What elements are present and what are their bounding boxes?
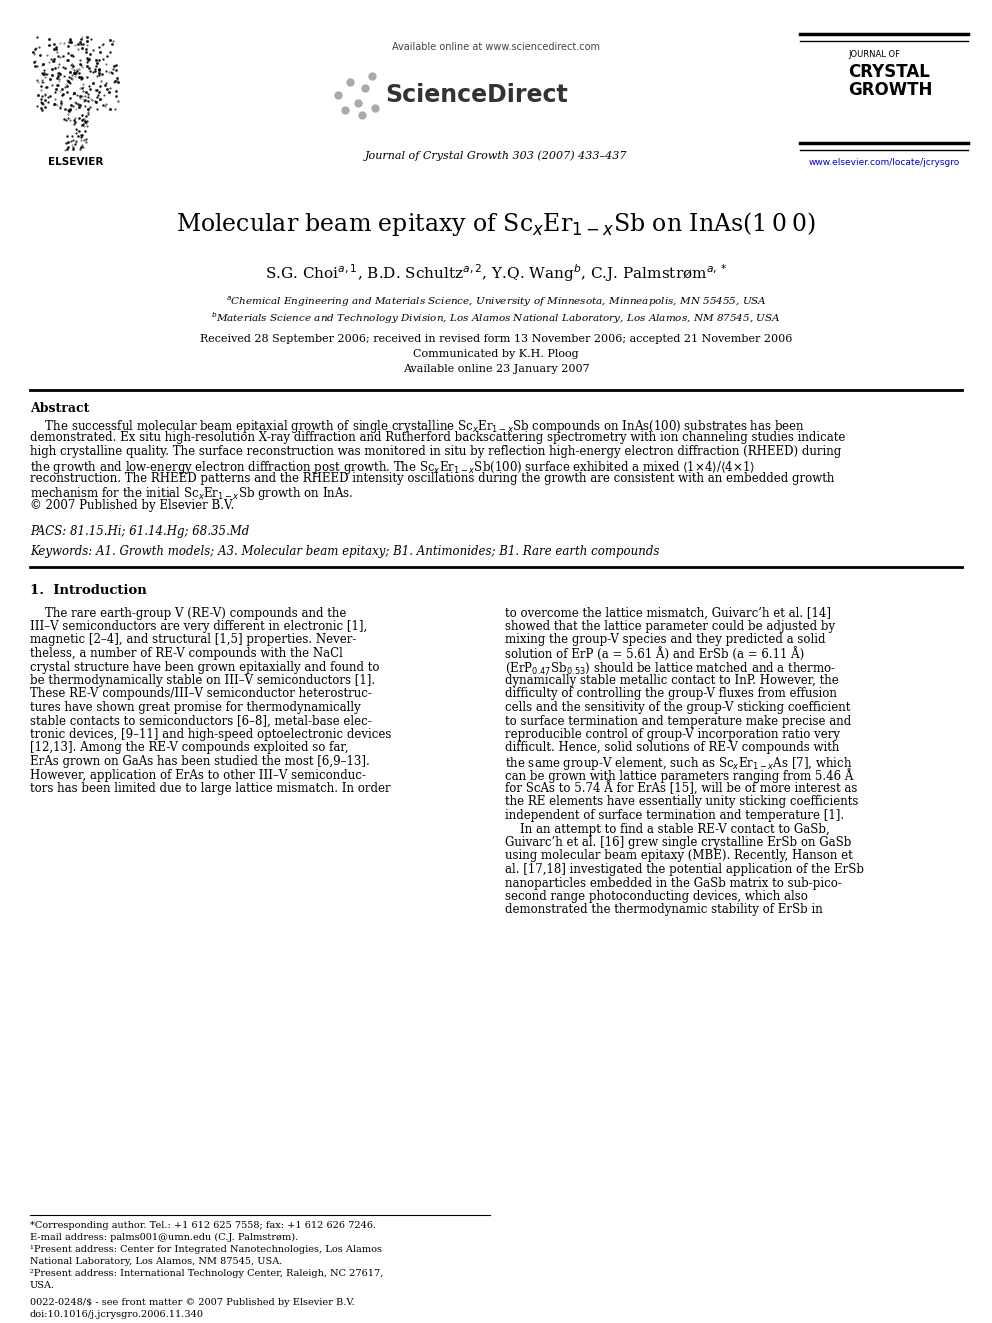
Text: crystal structure have been grown epitaxially and found to: crystal structure have been grown epitax… [30,660,380,673]
Text: National Laboratory, Los Alamos, NM 87545, USA.: National Laboratory, Los Alamos, NM 8754… [30,1257,283,1266]
Text: www.elsevier.com/locate/jcrysgro: www.elsevier.com/locate/jcrysgro [808,157,959,167]
Text: reproducible control of group-V incorporation ratio very: reproducible control of group-V incorpor… [505,728,840,741]
Text: 1.  Introduction: 1. Introduction [30,585,147,598]
Text: theless, a number of RE-V compounds with the NaCl: theless, a number of RE-V compounds with… [30,647,343,660]
Text: [12,13]. Among the RE-V compounds exploited so far,: [12,13]. Among the RE-V compounds exploi… [30,741,348,754]
Text: dynamically stable metallic contact to InP. However, the: dynamically stable metallic contact to I… [505,673,839,687]
Text: can be grown with lattice parameters ranging from 5.46 Å: can be grown with lattice parameters ran… [505,769,853,783]
Text: tures have shown great promise for thermodynamically: tures have shown great promise for therm… [30,701,361,714]
Text: $^a$Chemical Engineering and Materials Science, University of Minnesota, Minneap: $^a$Chemical Engineering and Materials S… [225,295,767,310]
Bar [28,32,123,152]
Text: PACS: 81.15.Hi; 61.14.Hg; 68.35.Md: PACS: 81.15.Hi; 61.14.Hg; 68.35.Md [30,524,249,537]
Text: the same group-V element, such as Sc$_x$Er$_{1-x}$As [7], which: the same group-V element, such as Sc$_x$… [505,755,852,773]
Text: Abstract: Abstract [30,402,89,415]
Text: be thermodynamically stable on III–V semiconductors [1].: be thermodynamically stable on III–V sem… [30,673,375,687]
Text: 0022-0248/$ - see front matter © 2007 Published by Elsevier B.V.: 0022-0248/$ - see front matter © 2007 Pu… [30,1298,355,1307]
Text: magnetic [2–4], and structural [1,5] properties. Never-: magnetic [2–4], and structural [1,5] pro… [30,634,356,647]
Text: the RE elements have essentially unity sticking coefficients: the RE elements have essentially unity s… [505,795,858,808]
Text: tronic devices, [9–11] and high-speed optoelectronic devices: tronic devices, [9–11] and high-speed op… [30,728,392,741]
Text: to surface termination and temperature make precise and: to surface termination and temperature m… [505,714,851,728]
Text: using molecular beam epitaxy (MBE). Recently, Hanson et: using molecular beam epitaxy (MBE). Rece… [505,849,853,863]
Text: second range photoconducting devices, which also: second range photoconducting devices, wh… [505,890,807,904]
Text: S.G. Choi$^{a,1}$, B.D. Schultz$^{a,2}$, Y.Q. Wang$^{b}$, C.J. Palmstrøm$^{a,*}$: S.G. Choi$^{a,1}$, B.D. Schultz$^{a,2}$,… [265,262,727,283]
Text: for ScAs to 5.74 Å for ErAs [15], will be of more interest as: for ScAs to 5.74 Å for ErAs [15], will b… [505,782,857,796]
Text: ELSEVIER: ELSEVIER [48,157,103,167]
Text: These RE-V compounds/III–V semiconductor heterostruc-: These RE-V compounds/III–V semiconductor… [30,688,372,700]
Text: GROWTH: GROWTH [848,81,932,99]
Text: The rare earth-group V (RE-V) compounds and the: The rare earth-group V (RE-V) compounds … [30,606,346,619]
Text: mixing the group-V species and they predicted a solid: mixing the group-V species and they pred… [505,634,825,647]
Text: Guivarc’h et al. [16] grew single crystalline ErSb on GaSb: Guivarc’h et al. [16] grew single crysta… [505,836,851,849]
Text: ²Present address: International Technology Center, Raleigh, NC 27617,: ²Present address: International Technolo… [30,1269,383,1278]
Text: Available online 23 January 2007: Available online 23 January 2007 [403,364,589,374]
Text: Available online at www.sciencedirect.com: Available online at www.sciencedirect.co… [392,42,600,52]
Text: The successful molecular beam epitaxial growth of single crystalline Sc$_x$Er$_{: The successful molecular beam epitaxial … [30,418,805,435]
Text: cells and the sensitivity of the group-V sticking coefficient: cells and the sensitivity of the group-V… [505,701,850,714]
Text: the growth and low-energy electron diffraction post growth. The Sc$_x$Er$_{1-x}$: the growth and low-energy electron diffr… [30,459,755,475]
Text: difficulty of controlling the group-V fluxes from effusion: difficulty of controlling the group-V fl… [505,688,837,700]
Text: to overcome the lattice mismatch, Guivarc’h et al. [14]: to overcome the lattice mismatch, Guivar… [505,606,831,619]
Text: ScienceDirect: ScienceDirect [385,83,567,107]
Text: stable contacts to semiconductors [6–8], metal-base elec-: stable contacts to semiconductors [6–8],… [30,714,372,728]
Text: III–V semiconductors are very different in electronic [1],: III–V semiconductors are very different … [30,620,367,632]
Text: USA.: USA. [30,1281,56,1290]
Text: JOURNAL OF: JOURNAL OF [848,50,900,60]
Text: $^b$Materials Science and Technology Division, Los Alamos National Laboratory, L: $^b$Materials Science and Technology Div… [211,310,781,325]
Text: In an attempt to find a stable RE-V contact to GaSb,: In an attempt to find a stable RE-V cont… [505,823,829,836]
Text: showed that the lattice parameter could be adjusted by: showed that the lattice parameter could … [505,620,835,632]
Text: solution of ErP (a = 5.61 Å) and ErSb (a = 6.11 Å): solution of ErP (a = 5.61 Å) and ErSb (a… [505,647,805,662]
Text: ErAs grown on GaAs has been studied the most [6,9–13].: ErAs grown on GaAs has been studied the … [30,755,370,767]
Text: Communicated by K.H. Ploog: Communicated by K.H. Ploog [414,349,578,359]
Text: CRYSTAL: CRYSTAL [848,64,930,81]
Text: al. [17,18] investigated the potential application of the ErSb: al. [17,18] investigated the potential a… [505,863,864,876]
Text: doi:10.1016/j.jcrysgro.2006.11.340: doi:10.1016/j.jcrysgro.2006.11.340 [30,1310,204,1319]
Text: Molecular beam epitaxy of Sc$_x$Er$_{1-x}$Sb on InAs(1 0 0): Molecular beam epitaxy of Sc$_x$Er$_{1-x… [177,210,815,238]
Text: © 2007 Published by Elsevier B.V.: © 2007 Published by Elsevier B.V. [30,499,234,512]
Text: reconstruction. The RHEED patterns and the RHEED intensity oscillations during t: reconstruction. The RHEED patterns and t… [30,472,834,486]
Text: difficult. Hence, solid solutions of RE-V compounds with: difficult. Hence, solid solutions of RE-… [505,741,839,754]
Text: Keywords: A1. Growth models; A3. Molecular beam epitaxy; B1. Antimonides; B1. Ra: Keywords: A1. Growth models; A3. Molecul… [30,545,660,557]
Text: mechanism for the initial Sc$_x$Er$_{1-x}$Sb growth on InAs.: mechanism for the initial Sc$_x$Er$_{1-x… [30,486,353,503]
Text: high crystalline quality. The surface reconstruction was monitored in situ by re: high crystalline quality. The surface re… [30,445,841,458]
Text: demonstrated the thermodynamic stability of ErSb in: demonstrated the thermodynamic stability… [505,904,822,917]
Text: *Corresponding author. Tel.: +1 612 625 7558; fax: +1 612 626 7246.: *Corresponding author. Tel.: +1 612 625 … [30,1221,376,1230]
Text: However, application of ErAs to other III–V semiconduc-: However, application of ErAs to other II… [30,769,366,782]
Text: independent of surface termination and temperature [1].: independent of surface termination and t… [505,808,844,822]
Text: (ErP$_{0.47}$Sb$_{0.53}$) should be lattice matched and a thermo-: (ErP$_{0.47}$Sb$_{0.53}$) should be latt… [505,660,836,676]
Text: nanoparticles embedded in the GaSb matrix to sub-pico-: nanoparticles embedded in the GaSb matri… [505,877,842,889]
Text: demonstrated. Ex situ high-resolution X-ray diffraction and Rutherford backscatt: demonstrated. Ex situ high-resolution X-… [30,431,845,445]
Text: E-mail address: palms001@umn.edu (C.J. Palmstrøm).: E-mail address: palms001@umn.edu (C.J. P… [30,1233,299,1242]
Text: Received 28 September 2006; received in revised form 13 November 2006; accepted : Received 28 September 2006; received in … [199,333,793,344]
Text: Journal of Crystal Growth 303 (2007) 433–437: Journal of Crystal Growth 303 (2007) 433… [365,149,627,160]
Text: ¹Present address: Center for Integrated Nanotechnologies, Los Alamos: ¹Present address: Center for Integrated … [30,1245,382,1254]
Text: tors has been limited due to large lattice mismatch. In order: tors has been limited due to large latti… [30,782,391,795]
